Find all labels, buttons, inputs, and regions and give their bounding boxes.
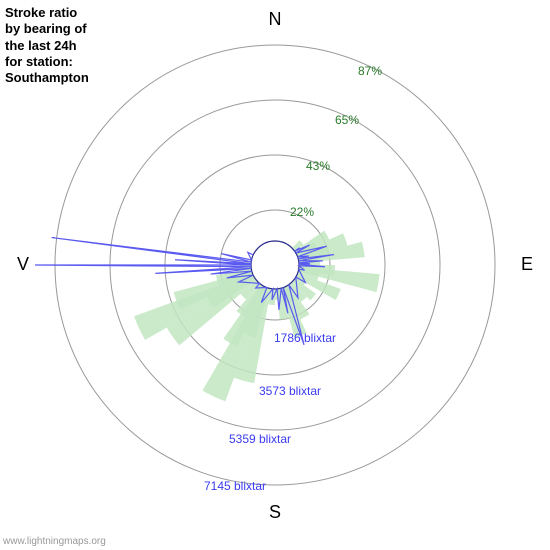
svg-text:S: S xyxy=(269,502,281,522)
svg-text:3573 blixtar: 3573 blixtar xyxy=(259,384,321,398)
attribution-text: www.lightningmaps.org xyxy=(3,536,106,547)
svg-text:87%: 87% xyxy=(358,64,382,78)
svg-text:43%: 43% xyxy=(306,159,330,173)
polar-chart-svg: N E S V 87% 65% 43% 22% 1786 blixtar 3573 blixtar… xyxy=(0,0,550,550)
svg-text:E: E xyxy=(521,254,533,274)
svg-text:22%: 22% xyxy=(290,205,314,219)
svg-text:N: N xyxy=(269,9,282,29)
svg-text:1786 blixtar: 1786 blixtar xyxy=(274,331,336,345)
svg-text:V: V xyxy=(17,254,29,274)
svg-text:65%: 65% xyxy=(335,113,359,127)
svg-text:5359 blixtar: 5359 blixtar xyxy=(229,432,291,446)
svg-text:7145 blixtar: 7145 blixtar xyxy=(204,479,266,493)
polar-chart-container: Stroke ratio by bearing of the last 24h … xyxy=(0,0,550,550)
